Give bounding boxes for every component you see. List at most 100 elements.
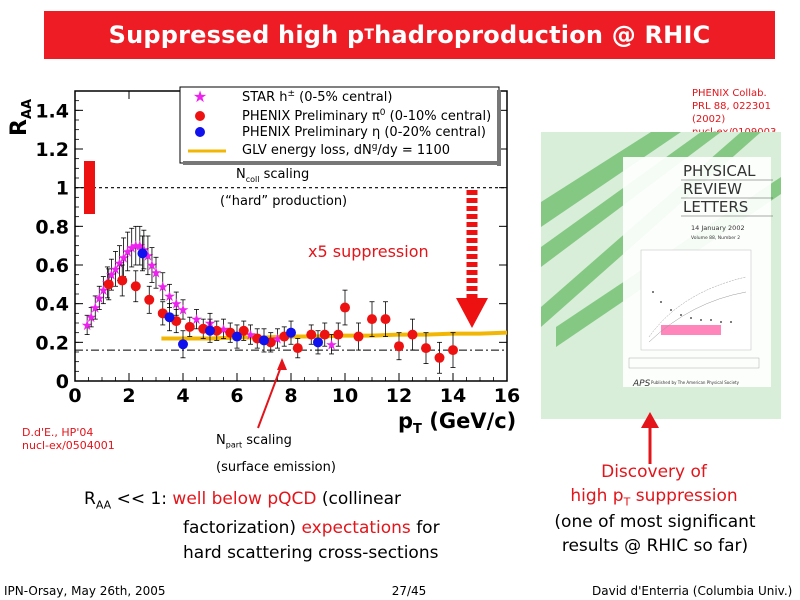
- legend-pi0: PHENIX Preliminary π0 (0-10% central): [242, 108, 491, 124]
- y-tick-label: 1: [56, 178, 69, 200]
- phenix-pi0-point: [434, 352, 445, 363]
- phenix-pi0-point: [394, 341, 404, 352]
- y-tick-label: 1.2: [35, 139, 69, 161]
- surface-emission-label: (surface emission): [216, 459, 336, 475]
- phenix-pi0-point: [353, 331, 364, 342]
- phenix-eta-point: [232, 331, 242, 342]
- x-tick-label: 16: [494, 385, 520, 407]
- legend-marker-star: ★: [193, 87, 207, 106]
- prl-journal-cover: PHYSICAL REVIEW LETTERS 14 January 2002 …: [541, 132, 781, 419]
- y-tick-label: 0.4: [35, 294, 69, 316]
- y-tick-label: 0: [56, 371, 69, 393]
- phenix-pi0-point: [421, 343, 431, 354]
- star-hpm-point: ★: [93, 291, 106, 307]
- phenix-ref-line1: PHENIX Collab.: [692, 88, 767, 99]
- star-hpm-point: ★: [177, 302, 190, 318]
- journal-volume: Volume 88, Number 2: [691, 235, 740, 241]
- y-tick-label: 0.8: [35, 216, 69, 238]
- significance-line1: (one of most significant: [554, 512, 756, 532]
- npart-annotation: Npart scaling (surface emission): [216, 430, 336, 479]
- star-hpm-point: ★: [146, 258, 159, 274]
- legend-marker-pi0: [195, 111, 205, 121]
- star-hpm-point: ★: [121, 244, 134, 260]
- y-tick-label: 0.6: [35, 255, 69, 277]
- discovery-arrow: [641, 412, 659, 464]
- ncoll-error-bar: [84, 161, 95, 214]
- x-tick-label: 2: [122, 385, 135, 407]
- y-tick-label: 1.4: [35, 100, 69, 122]
- star-hpm-point: ★: [81, 318, 94, 334]
- star-hpm-point: ★: [170, 297, 183, 313]
- x-tick-label: 6: [230, 385, 243, 407]
- title-main: Suppressed high p: [108, 21, 365, 49]
- phenix-eta-point: [313, 337, 323, 348]
- phenix-eta-point: [178, 339, 188, 350]
- star-hpm-point: ★: [113, 256, 126, 272]
- discovery-line2: high pT suppression: [570, 486, 738, 509]
- phenix-pi0-point: [117, 275, 128, 286]
- x-tick-label: 12: [386, 385, 412, 407]
- legend-glv: GLV energy loss, dNg/dy = 1100: [242, 142, 450, 158]
- xlabel-p: p: [398, 409, 413, 433]
- footer-page-number: 27/45: [391, 584, 427, 598]
- journal-publisher: Published by The American Physical Socie…: [651, 380, 740, 385]
- phenix-pi0-point: [333, 329, 344, 340]
- raa-chart: 0 2 4 6 8 10 12 14 1600.20.40.60.811.21.4★★★★★★★…: [7, 86, 520, 437]
- title-sub: T: [364, 27, 375, 43]
- phenix-pi0-point: [238, 325, 249, 336]
- x-tick-label: 10: [332, 385, 358, 407]
- hard-production-label: (“hard” production): [220, 194, 347, 209]
- xlabel-rest: (GeV/c): [422, 409, 516, 433]
- x-tick-label: 4: [176, 385, 189, 407]
- journal-title-1: PHYSICAL: [683, 162, 756, 180]
- y-axis-label: RAA: [7, 99, 35, 136]
- chart-legend: ★ STAR h± (0-5% central) PHENIX Prelimin…: [179, 86, 501, 166]
- phenix-pi0-point: [448, 345, 458, 356]
- ylabel-R: R: [7, 119, 32, 136]
- journal-aps: APS: [632, 379, 651, 389]
- journal-title-3: LETTERS: [683, 198, 748, 216]
- significance-line2: results @ RHIC so far): [561, 536, 749, 556]
- footer-left: IPN-Orsay, May 26th, 2005: [4, 584, 166, 598]
- phenix-eta-point: [137, 248, 148, 259]
- dde-reference: D.d'E., HP'04 nucl-ex/0504001: [22, 426, 115, 452]
- star-hpm-point: ★: [117, 250, 130, 266]
- x-tick-label: 8: [284, 385, 297, 407]
- phenix-pi0-point: [130, 281, 141, 292]
- star-hpm-point: ★: [150, 266, 163, 282]
- star-hpm-point: ★: [163, 289, 176, 305]
- star-hpm-point: ★: [125, 241, 138, 257]
- phenix-eta-point: [164, 312, 175, 323]
- journal-title-2: REVIEW: [683, 180, 742, 198]
- phenix-ref-line2: PRL 88, 022301 (2002): [692, 101, 771, 125]
- y-tick-label: 0.2: [35, 332, 69, 354]
- discovery-line1: Discovery of: [601, 462, 707, 482]
- star-hpm-point: ★: [109, 262, 122, 278]
- suppression-arrow: [456, 190, 488, 328]
- npart-label: Npart scaling: [216, 433, 292, 450]
- dde-ref-line2: nucl-ex/0504001: [22, 439, 115, 452]
- phenix-eta-point: [205, 325, 215, 336]
- phenix-pi0-point: [184, 321, 195, 332]
- phenix-pi0-point: [367, 314, 377, 325]
- phenix-pi0-point: [292, 343, 303, 354]
- star-hpm-point: ★: [325, 337, 338, 353]
- conclusion-line2: factorization) expectations for: [183, 518, 440, 538]
- phenix-eta-point: [259, 335, 269, 346]
- ylabel-sub: AA: [20, 99, 35, 119]
- phenix-pi0-point: [380, 314, 391, 325]
- star-hpm-point: ★: [89, 301, 102, 317]
- x-axis-label: pT (GeV/c): [398, 409, 516, 437]
- title-rest: hadroproduction @ RHIC: [374, 21, 711, 49]
- phenix-pi0-point: [103, 279, 114, 290]
- conclusion-line3: hard scattering cross-sections: [183, 543, 439, 563]
- significance-text: (one of most significant results @ RHIC …: [535, 510, 775, 558]
- phenix-pi0-point: [407, 329, 418, 340]
- dde-ref-line1: D.d'E., HP'04: [22, 426, 94, 439]
- phenix-eta-point: [286, 327, 296, 338]
- ncoll-label: Ncoll scaling: [236, 167, 309, 184]
- phenix-pi0-point: [340, 302, 350, 313]
- phenix-pi0-point: [319, 329, 330, 340]
- legend-star: STAR h± (0-5% central): [242, 89, 392, 105]
